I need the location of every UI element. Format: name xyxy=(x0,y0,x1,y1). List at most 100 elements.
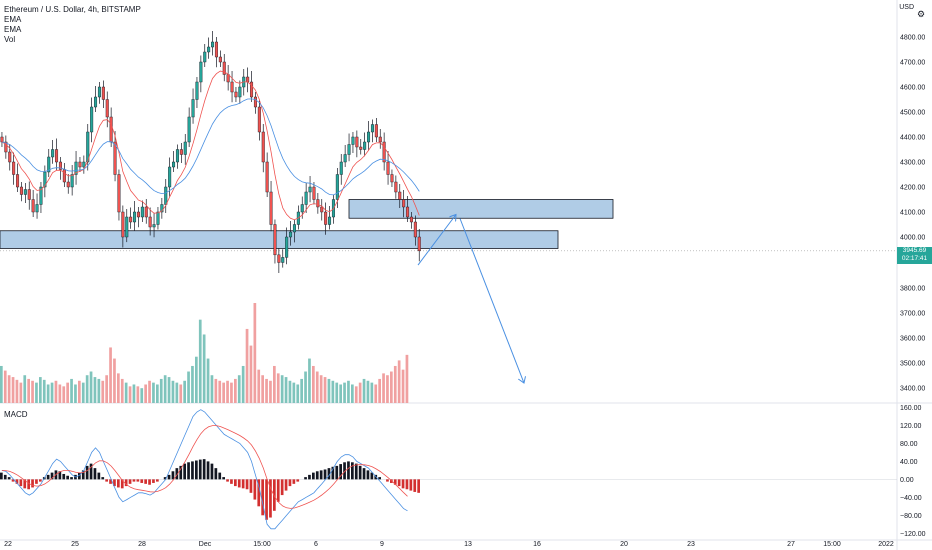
projection-arrows[interactable] xyxy=(417,215,524,384)
volume-bar xyxy=(390,371,393,403)
volume-bar xyxy=(339,384,342,403)
volume-bar xyxy=(31,380,34,403)
macd-histogram-bar xyxy=(323,469,327,480)
macd-histogram-bar xyxy=(132,479,136,482)
symbol-title: Ethereum / U.S. Dollar, 4h, BITSTAMP xyxy=(4,5,141,14)
time-tick-label: 9 xyxy=(380,541,384,548)
price-tick-label: 4200.00 xyxy=(900,185,925,192)
volume-bar xyxy=(273,365,276,403)
macd-histogram-bar xyxy=(198,459,202,480)
candle-body xyxy=(164,186,168,205)
macd-histogram-bar xyxy=(370,472,374,480)
candle-body xyxy=(4,141,8,153)
macd-histogram-bar xyxy=(343,462,346,480)
volume-bar xyxy=(19,382,23,403)
candle-body xyxy=(351,136,355,145)
volume-bar xyxy=(331,380,335,403)
signal-line xyxy=(1,425,408,509)
indicator-ema-1[interactable]: EMA xyxy=(4,15,22,24)
macd-histogram-bar xyxy=(261,479,264,516)
candle-body xyxy=(133,211,137,223)
price-tick-label: 3400.00 xyxy=(900,386,925,393)
volume-bar xyxy=(85,375,89,403)
volume-bar xyxy=(315,371,319,403)
indicator-ema-2[interactable]: EMA xyxy=(4,25,22,34)
volume-bar xyxy=(105,375,108,403)
macd-histogram-bar xyxy=(191,461,194,480)
macd-histogram-bar xyxy=(312,472,315,480)
candle-body xyxy=(23,189,27,195)
volume-bar xyxy=(335,382,339,403)
volume-bar xyxy=(300,378,303,403)
volume-bar xyxy=(46,384,50,403)
macd-histogram-bar xyxy=(358,465,362,480)
macd-histogram-bar xyxy=(284,479,288,491)
candle-body xyxy=(382,141,386,163)
macd-histogram-bar xyxy=(195,460,198,480)
volume-bar xyxy=(323,377,327,403)
macd-histogram-bar xyxy=(390,479,393,483)
macd-histogram-bar xyxy=(210,463,214,480)
candle-body xyxy=(121,211,125,238)
candle-body xyxy=(175,149,179,163)
volume-bar xyxy=(7,375,11,403)
projection-arrow-up xyxy=(417,215,456,266)
macd-tick-label: −80.00 xyxy=(900,513,922,520)
volume-bar xyxy=(132,384,136,403)
macd-histogram-bar xyxy=(11,479,15,482)
price-tick-label: 3700.00 xyxy=(900,311,925,318)
candle-body xyxy=(117,174,121,213)
time-tick-label: 2022 xyxy=(878,541,894,548)
macd-histogram-bar xyxy=(109,479,112,484)
volume-bars xyxy=(0,303,409,403)
time-tick-label: 16 xyxy=(533,541,541,548)
candle-body xyxy=(125,216,129,238)
macd-histogram-bar xyxy=(105,479,108,482)
indicator-volume[interactable]: Vol xyxy=(4,35,16,44)
volume-bar xyxy=(81,382,85,403)
volume-bar xyxy=(148,380,151,403)
candle-body xyxy=(94,96,98,108)
volume-bar xyxy=(171,380,175,403)
volume-bar xyxy=(280,375,284,403)
volume-bar xyxy=(210,375,214,403)
macd-histogram-bar xyxy=(405,479,409,490)
macd-tick-label: −40.00 xyxy=(900,495,922,502)
price-tick-label: 4100.00 xyxy=(900,210,925,217)
macd-histogram-bar xyxy=(386,479,389,482)
candle-body xyxy=(359,146,363,150)
macd-histogram-bar xyxy=(152,479,155,483)
volume-bar xyxy=(159,378,163,403)
time-tick-label: 15:00 xyxy=(253,541,271,548)
macd-histogram-bar xyxy=(46,474,50,480)
candle-body xyxy=(289,231,293,238)
macd-histogram-bar xyxy=(393,479,397,485)
macd-histogram-bar xyxy=(124,479,128,487)
currency-label[interactable]: USD xyxy=(899,4,914,11)
volume-bar xyxy=(374,384,378,403)
volume-bar xyxy=(397,360,401,403)
macd-histogram-bar xyxy=(335,465,339,480)
time-tick-label: 6 xyxy=(314,541,318,548)
volume-bar xyxy=(343,382,346,403)
gear-icon[interactable]: ⚙ xyxy=(916,9,926,19)
macd-histogram-bar xyxy=(397,479,401,487)
volume-bar xyxy=(113,358,116,403)
volume-bar xyxy=(292,382,296,403)
volume-bar xyxy=(269,380,272,403)
macd-histogram-bar xyxy=(218,472,222,480)
candle-body xyxy=(160,204,164,213)
volume-bar xyxy=(66,382,69,403)
candle-body xyxy=(90,106,94,133)
volume-bar xyxy=(265,378,268,403)
candle-body xyxy=(19,186,23,195)
volume-bar xyxy=(276,373,280,403)
volume-bar xyxy=(23,375,27,403)
macd-histogram-bar xyxy=(66,475,69,480)
candle-body xyxy=(238,86,242,98)
time-tick-label: 13 xyxy=(464,541,472,548)
volume-bar xyxy=(89,371,93,403)
